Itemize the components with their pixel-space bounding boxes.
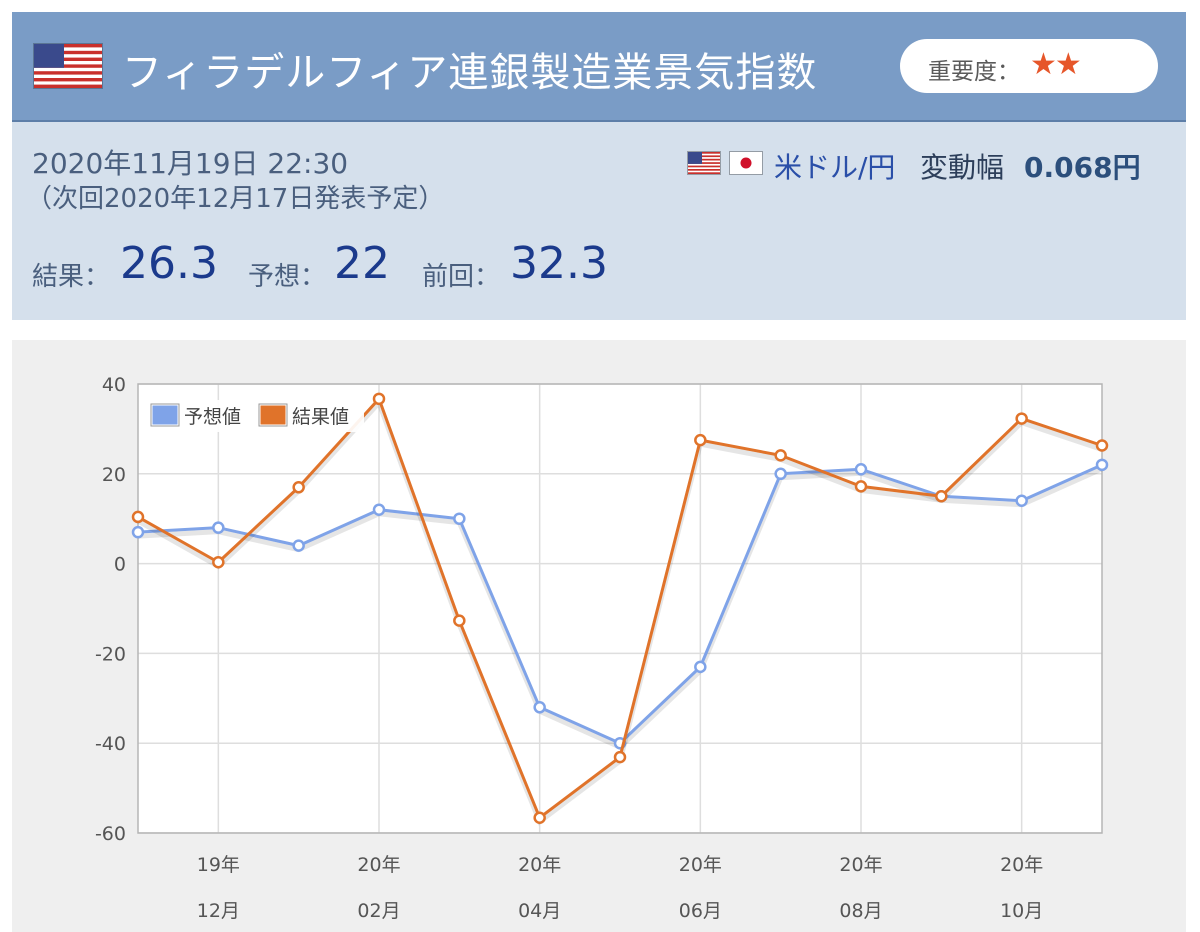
- data-point: [774, 449, 787, 462]
- data-point: [453, 512, 466, 525]
- result-label: 結果：: [32, 262, 111, 292]
- result-value: 26.3: [120, 238, 218, 289]
- legend-swatch-border: [258, 403, 288, 427]
- x-tick-label: 04月: [518, 900, 561, 922]
- x-tick-label: 20年: [1000, 854, 1043, 876]
- data-point: [372, 392, 386, 406]
- indicator-title: フィラデルフィア連銀製造業景気指数: [122, 50, 818, 96]
- y-tick-label: -40: [95, 733, 126, 755]
- data-point: [613, 750, 627, 764]
- data-point: [292, 539, 305, 552]
- importance-stars-icon: ★★: [1030, 47, 1082, 82]
- legend-swatch-border: [150, 403, 180, 427]
- plot-area: [138, 384, 1102, 833]
- plot-border: [137, 383, 1103, 834]
- data-point: [131, 525, 145, 539]
- forecast-value: 22: [334, 238, 390, 289]
- x-tick-label: 20年: [839, 854, 882, 876]
- line-chart: 40 20 0 -20 -40 -60 19年 12月 20年 02月 20年 04月 20年 06月 20…: [95, 374, 1109, 922]
- us-flag-small-icon: [688, 152, 720, 174]
- range-value: 0.068円: [1024, 151, 1141, 184]
- x-tick-label: 20年: [518, 854, 561, 876]
- y-tick-label: -60: [95, 823, 126, 845]
- x-tick-label: 02月: [357, 900, 400, 922]
- data-point: [212, 521, 225, 534]
- x-tick-label: 06月: [679, 900, 722, 922]
- importance-label: 重要度：: [928, 59, 1020, 85]
- data-point: [212, 556, 225, 569]
- legend-swatch: [151, 404, 179, 426]
- release-info-panel: 2020年11月19日 22:30 （次回2020年12月17日発表予定） 結果…: [12, 122, 1186, 320]
- data-point: [533, 701, 546, 714]
- x-tick-label: 12月: [197, 900, 240, 922]
- data-point: [453, 614, 466, 627]
- legend-box: [148, 400, 364, 432]
- y-tick-label: 20: [102, 464, 126, 486]
- forecast-label: 予想：: [248, 262, 327, 292]
- y-tick-label: -20: [95, 643, 126, 665]
- data-point: [292, 481, 305, 494]
- x-tick-label: 08月: [839, 900, 882, 922]
- previous-label: 前回：: [422, 262, 501, 292]
- legend-label: 予想値: [184, 406, 241, 428]
- legend-swatch: [259, 404, 287, 426]
- data-point: [774, 467, 787, 481]
- data-point: [935, 490, 948, 503]
- x-tick-label: 20年: [357, 854, 400, 876]
- data-point: [131, 510, 145, 524]
- data-point: [854, 480, 868, 493]
- previous-value: 32.3: [510, 238, 608, 289]
- data-point: [1015, 412, 1028, 425]
- x-tick-label: 10月: [1000, 900, 1043, 922]
- data-point: [372, 503, 386, 516]
- data-point: [1095, 439, 1109, 452]
- data-point: [1015, 494, 1028, 507]
- release-date: 2020年11月19日 22:30: [32, 147, 349, 180]
- x-tick-label: 20年: [679, 854, 722, 876]
- data-point: [694, 660, 707, 674]
- legend-label: 結果値: [292, 406, 349, 428]
- data-point: [533, 811, 546, 824]
- y-tick-label: 40: [102, 374, 126, 396]
- x-tick-label: 19年: [197, 854, 240, 876]
- chart-panel: 40 20 0 -20 -40 -60 19年 12月 20年 02月 20年 04月 20年 06月 20…: [12, 340, 1186, 932]
- data-point: [1095, 458, 1109, 472]
- next-release: （次回2020年12月17日発表予定）: [26, 184, 445, 214]
- y-tick-label: 0: [114, 554, 126, 576]
- range-label: 変動幅: [920, 151, 1005, 184]
- currency-pair-link[interactable]: 米ドル/円: [774, 151, 896, 184]
- data-point: [694, 433, 707, 447]
- japan-flag-icon: [730, 152, 762, 174]
- indicator-header: フィラデルフィア連銀製造業景気指数 重要度： ★★: [12, 12, 1186, 122]
- us-flag-icon: [34, 44, 102, 88]
- data-point: [854, 463, 868, 476]
- importance-badge: 重要度： ★★: [900, 39, 1158, 93]
